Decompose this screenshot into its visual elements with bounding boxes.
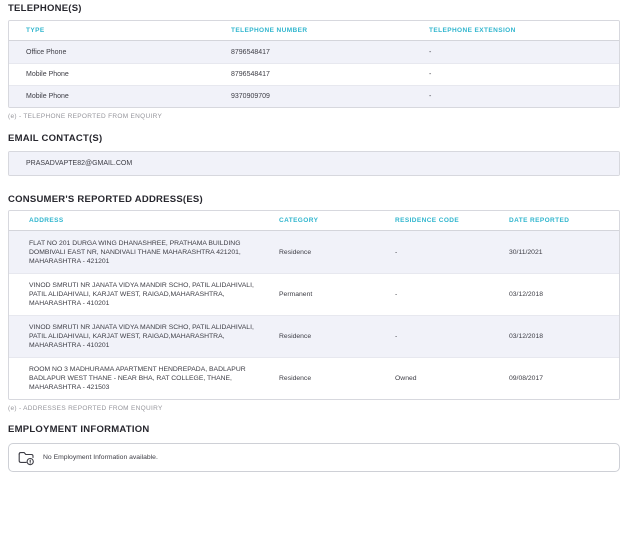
addresses-table: ADDRESS CATEGORY RESIDENCE CODE DATE REP… (8, 210, 620, 400)
phone-type: Mobile Phone (26, 71, 69, 78)
column-header-type: TYPE (26, 27, 45, 34)
address-residence-code: - (395, 291, 398, 298)
no-data-folder-icon (18, 450, 35, 466)
phone-extension: - (429, 48, 432, 56)
table-row: VINOD SMRUTI NR JANATA VIDYA MANDIR SCHO… (9, 273, 619, 315)
address-date-reported: 30/11/2021 (509, 248, 543, 256)
email-contacts-section-title: EMAIL CONTACT(S) (8, 133, 103, 144)
column-header-address: ADDRESS (29, 217, 64, 224)
telephones-section: TELEPHONE(S) TYPE TELEPHONE NUMBER TELEP… (8, 3, 620, 120)
employment-empty-state: No Employment Information available. (8, 443, 620, 472)
employment-information-section: EMPLOYMENT INFORMATION No Employment Inf… (8, 424, 620, 472)
table-row: ROOM NO 3 MADHURAMA APARTMENT HENDREPADA… (9, 357, 619, 399)
table-row: Mobile Phone 9370909709 - (9, 85, 619, 107)
column-header-telephone-number: TELEPHONE NUMBER (231, 27, 308, 34)
column-header-category: CATEGORY (279, 217, 319, 224)
table-row: Mobile Phone 8796548417 - (9, 63, 619, 85)
address-residence-code: - (395, 333, 398, 340)
address-text: VINOD SMRUTI NR JANATA VIDYA MANDIR SCHO… (29, 282, 254, 307)
address-category: Residence (279, 333, 312, 340)
address-category: Residence (279, 248, 312, 256)
phone-number: 9370909709 (231, 93, 270, 100)
column-header-residence-code: RESIDENCE CODE (395, 217, 460, 224)
addresses-footnote: (e) - ADDRESSES REPORTED FROM ENQUIRY (8, 405, 163, 412)
email-contacts-section: EMAIL CONTACT(S) PRASADVAPTE82@GMAIL.COM (8, 133, 620, 176)
telephones-table: TYPE TELEPHONE NUMBER TELEPHONE EXTENSIO… (8, 20, 620, 108)
address-date-reported: 03/12/2018 (509, 291, 544, 298)
phone-extension: - (429, 71, 432, 78)
table-row: FLAT NO 201 DURGA WING DHANASHREE, PRATH… (9, 231, 619, 273)
address-residence-code: - (395, 248, 398, 256)
telephones-table-header: TYPE TELEPHONE NUMBER TELEPHONE EXTENSIO… (9, 21, 619, 41)
column-header-telephone-extension: TELEPHONE EXTENSION (429, 27, 516, 34)
email-contacts-table: PRASADVAPTE82@GMAIL.COM (8, 151, 620, 176)
address-text: FLAT NO 201 DURGA WING DHANASHREE, PRATH… (29, 239, 241, 265)
phone-extension: - (429, 93, 432, 100)
consumer-report-contact-page: TELEPHONE(S) TYPE TELEPHONE NUMBER TELEP… (8, 3, 620, 472)
employment-empty-message: No Employment Information available. (43, 454, 158, 461)
table-row: VINOD SMRUTI NR JANATA VIDYA MANDIR SCHO… (9, 315, 619, 357)
column-header-date-reported: DATE REPORTED (509, 217, 570, 224)
table-row: Office Phone 8796548417 - (9, 41, 619, 63)
address-text: VINOD SMRUTI NR JANATA VIDYA MANDIR SCHO… (29, 324, 254, 349)
reported-addresses-section-title: CONSUMER'S REPORTED ADDRESS(ES) (8, 194, 203, 205)
address-date-reported: 03/12/2018 (509, 333, 544, 340)
address-text: ROOM NO 3 MADHURAMA APARTMENT HENDREPADA… (29, 366, 246, 391)
phone-type: Mobile Phone (26, 93, 69, 100)
address-date-reported: 09/08/2017 (509, 375, 544, 382)
phone-number: 8796548417 (231, 71, 270, 78)
addresses-table-header: ADDRESS CATEGORY RESIDENCE CODE DATE REP… (9, 211, 619, 231)
telephones-section-title: TELEPHONE(S) (8, 3, 82, 14)
email-address: PRASADVAPTE82@GMAIL.COM (26, 160, 133, 167)
employment-information-section-title: EMPLOYMENT INFORMATION (8, 424, 150, 435)
list-item: PRASADVAPTE82@GMAIL.COM (9, 152, 619, 175)
telephones-footnote: (e) - TELEPHONE REPORTED FROM ENQUIRY (8, 113, 163, 120)
address-residence-code: Owned (395, 375, 417, 382)
address-category: Residence (279, 375, 312, 382)
address-category: Permanent (279, 291, 313, 298)
reported-addresses-section: CONSUMER'S REPORTED ADDRESS(ES) ADDRESS … (8, 194, 620, 412)
phone-number: 8796548417 (231, 48, 270, 56)
phone-type: Office Phone (26, 48, 67, 56)
